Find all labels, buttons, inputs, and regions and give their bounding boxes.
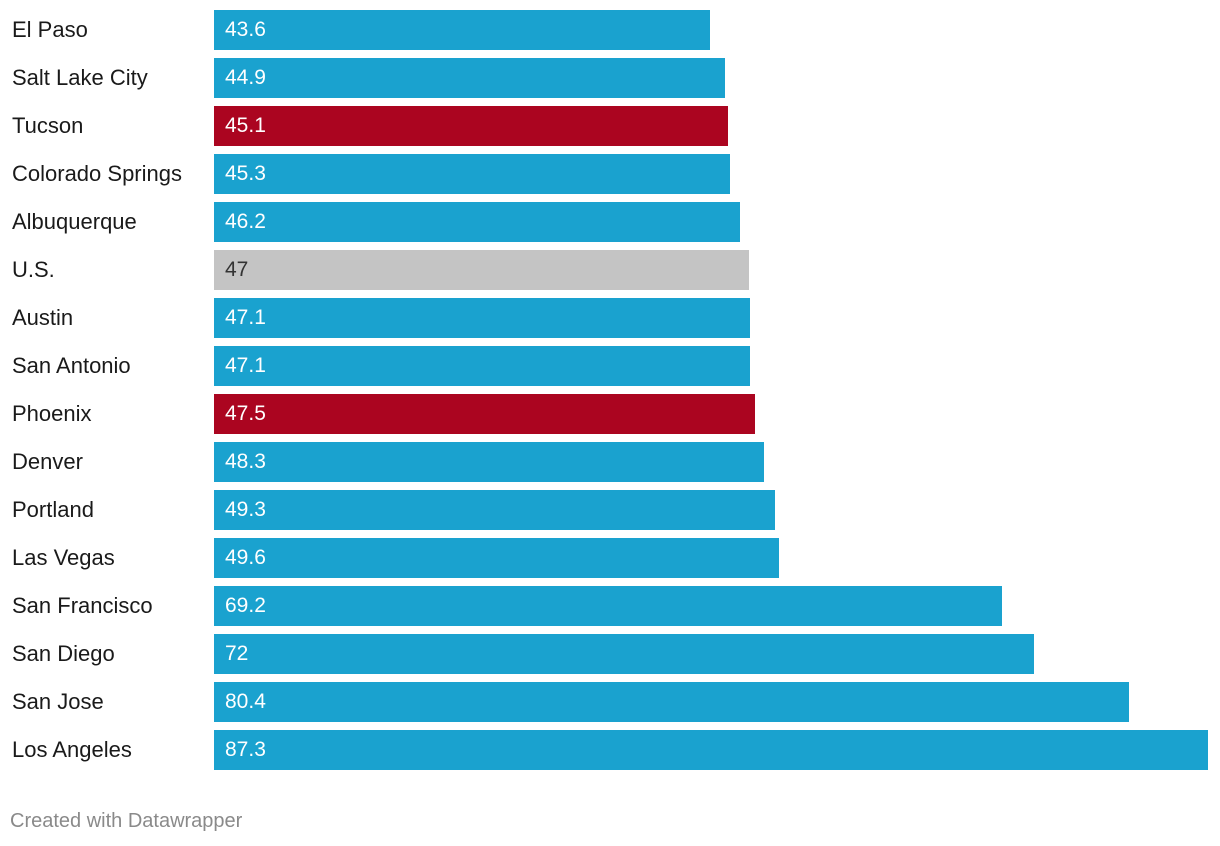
value-label: 80.4 (225, 690, 266, 713)
value-label: 47.1 (225, 354, 266, 377)
category-label: Salt Lake City (12, 65, 148, 90)
category-label: San Francisco (12, 593, 153, 618)
category-label: Los Angeles (12, 737, 132, 762)
category-label: Las Vegas (12, 545, 115, 570)
bar-row: Portland 49.3 (0, 490, 1220, 530)
bar-row: Salt Lake City 44.9 (0, 58, 1220, 98)
bar (214, 394, 755, 434)
bar (214, 202, 740, 242)
bar-row: Colorado Springs 45.3 (0, 154, 1220, 194)
value-label: 47.5 (225, 402, 266, 425)
category-label: Albuquerque (12, 209, 137, 234)
value-label: 72 (225, 642, 249, 665)
bar-row: Los Angeles 87.3 (0, 730, 1220, 770)
bar (214, 538, 779, 578)
value-label: 48.3 (225, 450, 266, 473)
value-label: 49.3 (225, 498, 266, 521)
value-label: 87.3 (225, 738, 266, 761)
bar (214, 634, 1034, 674)
bar (214, 106, 728, 146)
value-label: 43.6 (225, 18, 266, 41)
bar (214, 490, 775, 530)
bar-row: Las Vegas 49.6 (0, 538, 1220, 578)
bar-row: San Diego 72 (0, 634, 1220, 674)
bar (214, 730, 1208, 770)
bar-row: Tucson 45.1 (0, 106, 1220, 146)
value-label: 49.6 (225, 546, 266, 569)
bar-row: Austin 47.1 (0, 298, 1220, 338)
category-label: U.S. (12, 257, 55, 282)
category-label: San Diego (12, 641, 115, 666)
bar (214, 250, 749, 290)
bar-row: San Jose 80.4 (0, 682, 1220, 722)
value-label: 45.1 (225, 114, 266, 137)
bar-row: San Antonio 47.1 (0, 346, 1220, 386)
category-label: Colorado Springs (12, 161, 182, 186)
category-label: Phoenix (12, 401, 92, 426)
bar-row: Albuquerque 46.2 (0, 202, 1220, 242)
bar-row: Phoenix 47.5 (0, 394, 1220, 434)
value-label: 47.1 (225, 306, 266, 329)
category-label: Tucson (12, 113, 84, 138)
value-label: 69.2 (225, 594, 266, 617)
bar (214, 298, 750, 338)
value-label: 46.2 (225, 210, 266, 233)
category-label: El Paso (12, 17, 88, 42)
bar (214, 346, 750, 386)
value-label: 47 (225, 258, 249, 281)
bar (214, 10, 710, 50)
category-label: Denver (12, 449, 83, 474)
bar (214, 442, 764, 482)
bar-row: Denver 48.3 (0, 442, 1220, 482)
datawrapper-credit: Created with Datawrapper (10, 810, 243, 832)
value-label: 44.9 (225, 66, 266, 89)
bar (214, 58, 725, 98)
bar-row: El Paso 43.6 (0, 10, 1220, 50)
category-label: San Jose (12, 689, 104, 714)
category-label: San Antonio (12, 353, 131, 378)
bar (214, 682, 1129, 722)
bar (214, 154, 730, 194)
value-label: 45.3 (225, 162, 266, 185)
category-label: Austin (12, 305, 74, 330)
bar (214, 586, 1002, 626)
bar-row: U.S. 47 (0, 250, 1220, 290)
bar-row: San Francisco 69.2 (0, 586, 1220, 626)
category-label: Portland (12, 497, 94, 522)
